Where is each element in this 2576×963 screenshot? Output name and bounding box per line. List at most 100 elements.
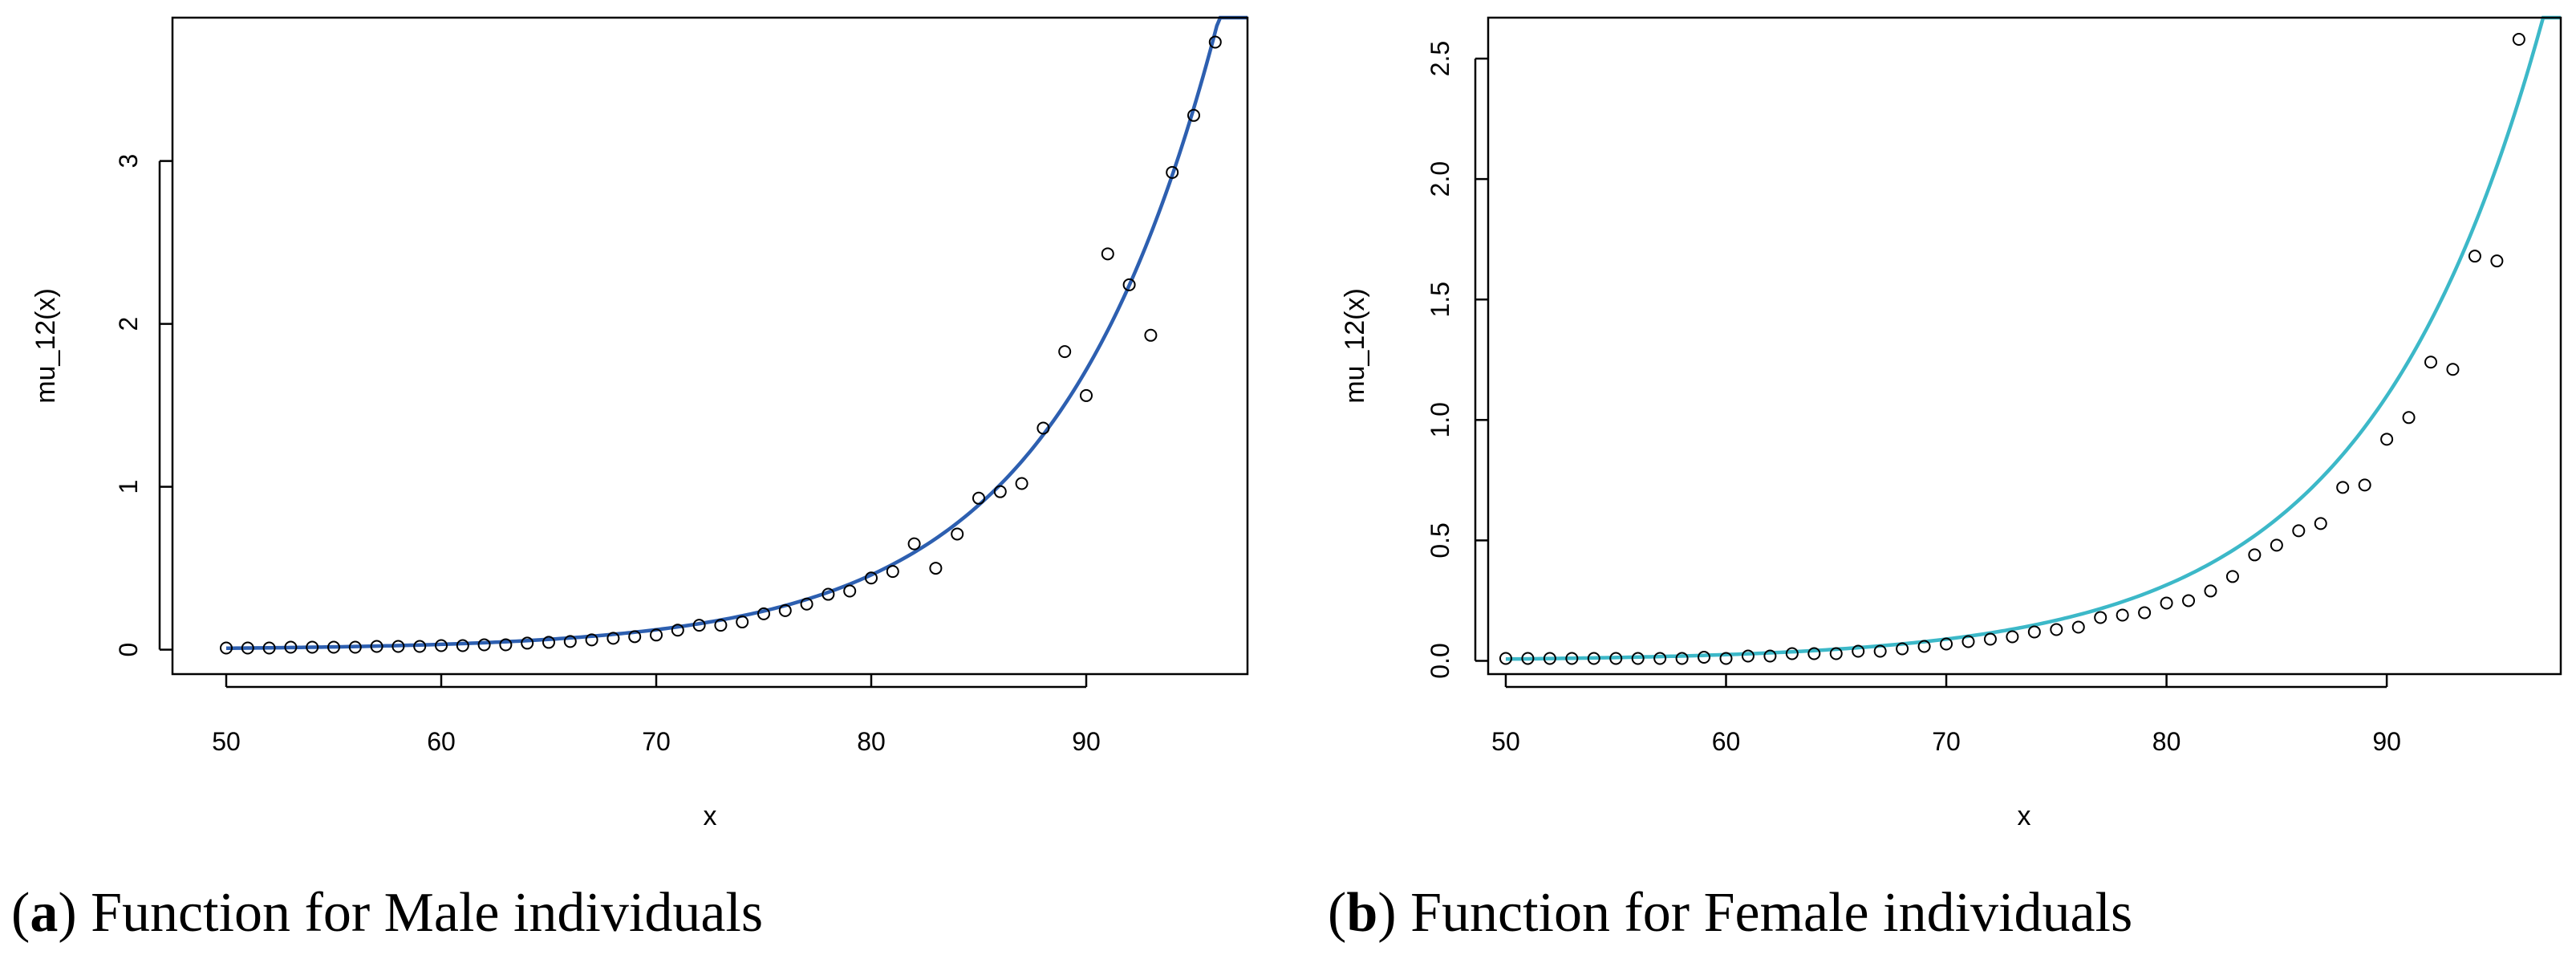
- panel-b-y-ticks: 0.0 0.5 1.0 1.5 2.0 2.5: [1426, 41, 1488, 679]
- panel-a-male: 50 60 70 80 90 0 1 2 3 x mu_12(x) (a) Function …: [11, 15, 1249, 944]
- data-point: [1122, 278, 1136, 291]
- data-point: [1896, 642, 1909, 656]
- x-tick-label: 80: [857, 727, 886, 756]
- x-tick-label: 90: [2372, 727, 2401, 756]
- data-point: [391, 640, 405, 653]
- panel-b-y-axis-label: mu_12(x): [1340, 288, 1370, 404]
- panel-b-marks: [1499, 15, 2561, 665]
- data-point: [563, 635, 577, 648]
- y-tick-label: 1.5: [1426, 282, 1454, 317]
- x-tick-label: 80: [2152, 727, 2181, 756]
- data-point: [1144, 328, 1158, 342]
- data-point: [2160, 596, 2173, 610]
- data-point: [1080, 388, 1093, 402]
- data-point: [2204, 584, 2217, 598]
- data-point: [650, 628, 663, 642]
- panel-b-caption-text: Function for Female individuals: [1410, 882, 2132, 944]
- panel-a-caption-text: Function for Male individuals: [91, 882, 763, 944]
- data-point: [1101, 247, 1114, 261]
- y-tick-label: 2.5: [1426, 41, 1454, 76]
- data-point: [1917, 640, 1931, 653]
- data-point: [1741, 649, 1755, 663]
- data-point: [284, 640, 298, 654]
- data-point: [1166, 165, 1179, 179]
- data-point: [628, 630, 642, 644]
- data-point: [2336, 481, 2350, 494]
- data-point: [1208, 35, 1222, 49]
- y-tick-label: 2: [114, 317, 143, 331]
- x-tick-label: 60: [427, 727, 456, 756]
- y-tick-label: 0.5: [1426, 522, 1454, 558]
- data-point: [1587, 652, 1600, 665]
- data-point: [220, 641, 233, 655]
- data-point: [2248, 548, 2262, 562]
- data-point: [821, 587, 835, 601]
- data-point: [1543, 652, 1556, 665]
- data-point: [2027, 625, 2041, 639]
- data-point: [736, 616, 749, 629]
- data-point: [1631, 652, 1645, 665]
- data-point: [521, 636, 534, 650]
- data-point: [886, 565, 899, 579]
- data-point: [348, 640, 362, 654]
- x-tick-label: 50: [1491, 727, 1520, 756]
- data-point: [1036, 421, 1050, 435]
- panel-a-caption: (a) Function for Male individuals: [11, 882, 763, 944]
- x-tick-label: 50: [212, 727, 241, 756]
- data-point: [2094, 611, 2107, 624]
- panel-b-female: 50 60 70 80 90 0.0 0.5 1.0 1.5 2.0 2.5 x mu_12(x)…: [1328, 15, 2562, 944]
- data-point: [435, 639, 448, 652]
- data-point: [2225, 570, 2239, 583]
- data-point: [2138, 606, 2152, 620]
- x-tick-label: 60: [1712, 727, 1741, 756]
- data-point: [413, 640, 427, 653]
- data-point: [606, 632, 620, 645]
- data-point: [306, 640, 319, 654]
- data-point: [1807, 647, 1821, 660]
- y-tick-label: 3: [114, 154, 143, 169]
- data-point: [778, 603, 792, 617]
- panel-a-y-ticks: 0 1 2 3: [114, 154, 172, 656]
- y-tick-label: 1: [114, 480, 143, 494]
- y-tick-label: 2.0: [1426, 161, 1454, 197]
- data-point: [800, 597, 813, 611]
- data-point: [2270, 538, 2283, 552]
- data-point: [1852, 644, 1865, 658]
- data-point: [499, 638, 513, 652]
- data-point: [542, 636, 555, 649]
- data-point: [2490, 254, 2504, 268]
- data-point: [1058, 345, 1072, 359]
- data-point: [1719, 652, 1733, 665]
- data-point: [1961, 635, 1975, 648]
- data-point: [757, 607, 770, 620]
- data-point: [2424, 356, 2438, 369]
- data-point: [2468, 250, 2481, 263]
- data-point: [1785, 647, 1799, 660]
- data-point: [1653, 652, 1667, 665]
- panel-a-x-axis-label: x: [704, 801, 717, 831]
- data-point: [2116, 608, 2129, 622]
- data-point: [2358, 478, 2371, 492]
- data-point: [2182, 594, 2196, 607]
- panel-a-x-ticks: 50 60 70 80 90: [212, 674, 1101, 756]
- data-point: [2006, 630, 2019, 644]
- data-point: [907, 537, 921, 551]
- data-point: [972, 491, 985, 505]
- data-point: [1521, 652, 1535, 665]
- panel-a-marks: [220, 15, 1247, 655]
- data-point: [2446, 363, 2460, 376]
- data-point: [370, 640, 383, 653]
- data-point: [714, 619, 728, 632]
- data-point: [456, 639, 469, 652]
- y-tick-label: 1.0: [1426, 402, 1454, 437]
- data-point: [2292, 524, 2306, 538]
- data-point: [865, 571, 878, 585]
- fit-curve: [1505, 15, 2561, 661]
- data-point: [477, 638, 491, 652]
- data-point: [585, 633, 598, 647]
- data-point: [2380, 433, 2394, 446]
- data-point: [1675, 652, 1689, 665]
- data-point: [2512, 33, 2525, 47]
- data-point: [327, 640, 340, 654]
